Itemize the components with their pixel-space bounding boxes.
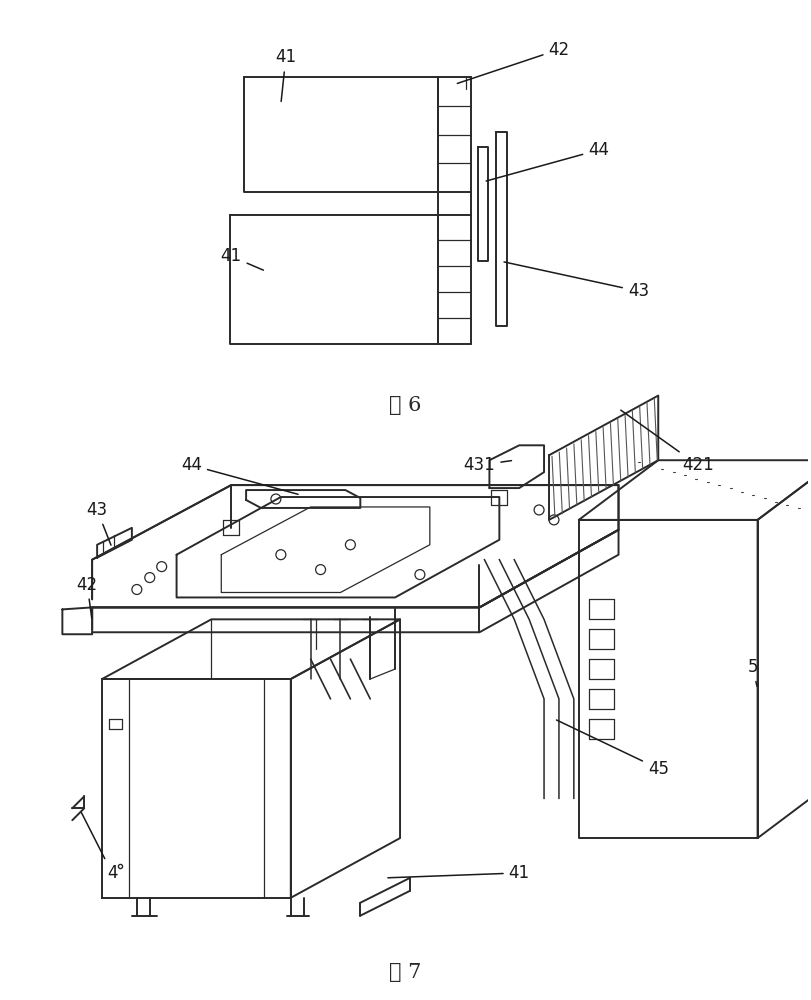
Text: 41: 41: [275, 48, 296, 101]
Text: 图 7: 图 7: [388, 963, 421, 982]
Text: 431: 431: [464, 456, 512, 474]
Text: 41: 41: [221, 247, 264, 270]
Text: 图 6: 图 6: [388, 396, 421, 415]
Text: 4: 4: [81, 813, 118, 882]
Text: 43: 43: [504, 262, 649, 300]
Text: 43: 43: [87, 501, 111, 545]
Text: 41: 41: [388, 864, 530, 882]
Text: 44: 44: [486, 141, 609, 181]
Text: 45: 45: [556, 720, 669, 778]
Text: 44: 44: [181, 456, 298, 494]
Text: 5: 5: [748, 658, 757, 686]
Text: 42: 42: [76, 576, 98, 619]
Text: 42: 42: [457, 41, 569, 83]
Text: 421: 421: [620, 410, 714, 474]
